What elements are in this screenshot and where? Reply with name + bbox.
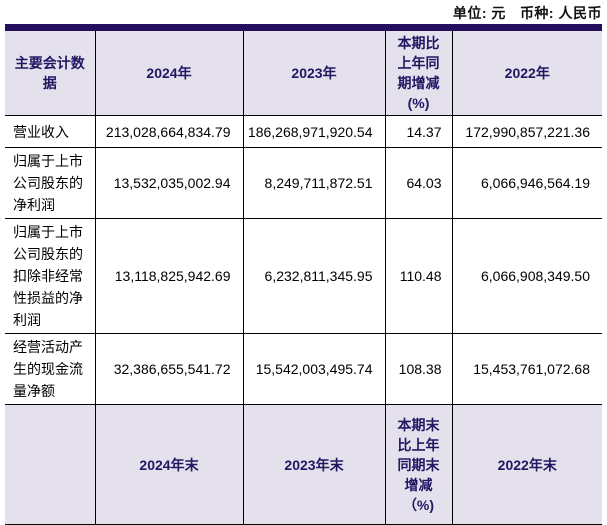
value-pct-change: 108.38: [384, 333, 453, 405]
header-main-indicators: 主要会计数据: [5, 27, 96, 116]
value-2022: 6,066,946,564.19: [451, 147, 602, 219]
row-label: 营业收入: [5, 115, 96, 148]
value-2023: 6,232,811,345.95: [242, 218, 386, 334]
table-row: 营业收入 213,028,664,834.79 186,268,971,920.…: [5, 115, 602, 148]
key-accounting-data-table: 主要会计数据 2024年 2023年 本期比上年同期增减(%) 2022年 营业…: [5, 24, 602, 525]
footer-pct-change: 本期末比上年同期末增减（%): [384, 404, 453, 525]
table-row: 归属于上市公司股东的扣除非经常性损益的净利润 13,118,825,942.69…: [5, 218, 602, 334]
unit-currency-note: 单位: 元币种: 人民币: [453, 3, 602, 23]
row-label: 归属于上市公司股东的净利润: [5, 147, 96, 219]
footer-2023-end: 2023年末: [242, 404, 386, 525]
value-2023: 186,268,971,920.54: [242, 115, 386, 148]
table-row: 经营活动产生的现金流量净额 32,386,655,541.72 15,542,0…: [5, 333, 602, 405]
value-2022: 6,066,908,349.50: [451, 218, 602, 334]
value-2023: 8,249,711,872.51: [242, 147, 386, 219]
value-2024: 13,532,035,002.94: [94, 147, 244, 219]
header-2024: 2024年: [94, 27, 244, 116]
currency-label: 币种: 人民币: [519, 5, 602, 21]
header-pct-change: 本期比上年同期增减(%): [384, 27, 453, 116]
header-2023: 2023年: [242, 27, 386, 116]
footer-2022-end: 2022年末: [451, 404, 602, 525]
footer-2024-end: 2024年末: [94, 404, 244, 525]
value-pct-change: 14.37: [384, 115, 453, 148]
table-header-row: 主要会计数据 2024年 2023年 本期比上年同期增减(%) 2022年: [5, 27, 602, 116]
row-label: 归属于上市公司股东的扣除非经常性损益的净利润: [5, 218, 96, 334]
value-pct-change: 64.03: [384, 147, 453, 219]
value-2024: 213,028,664,834.79: [94, 115, 244, 148]
value-2023: 15,542,003,495.74: [242, 333, 386, 405]
value-2022: 172,990,857,221.36: [451, 115, 602, 148]
row-label: 经营活动产生的现金流量净额: [5, 333, 96, 405]
table-row: 归属于上市公司股东的净利润 13,532,035,002.94 8,249,71…: [5, 147, 602, 219]
value-pct-change: 110.48: [384, 218, 453, 334]
value-2024: 32,386,655,541.72: [94, 333, 244, 405]
value-2024: 13,118,825,942.69: [94, 218, 244, 334]
table-footer-header-row: 2024年末 2023年末 本期末比上年同期末增减（%) 2022年末: [5, 404, 602, 525]
unit-label: 单位: 元: [452, 5, 506, 21]
footer-empty-cell: [5, 404, 96, 525]
value-2022: 15,453,761,072.68: [451, 333, 602, 405]
header-2022: 2022年: [451, 27, 602, 116]
